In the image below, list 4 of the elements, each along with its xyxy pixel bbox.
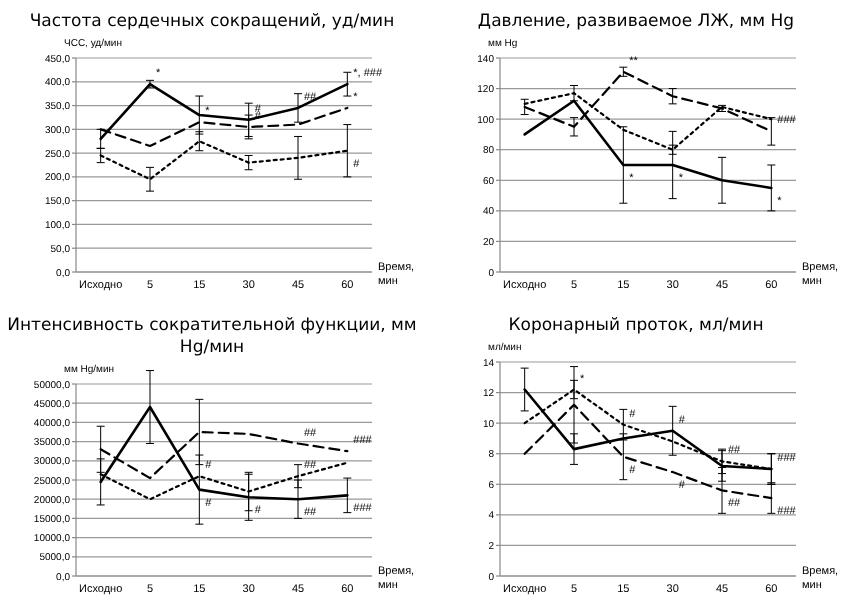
chart-title: Частота сердечных сокращений, уд/мин bbox=[29, 12, 395, 32]
chart-title: Давление, развиваемое ЛЖ, мм Hg bbox=[477, 12, 795, 32]
chart-title: Интенсивность сократительной функции, мм Hg/мин bbox=[7, 316, 417, 358]
chart-title: Коронарный проток, мл/мин bbox=[508, 316, 764, 336]
